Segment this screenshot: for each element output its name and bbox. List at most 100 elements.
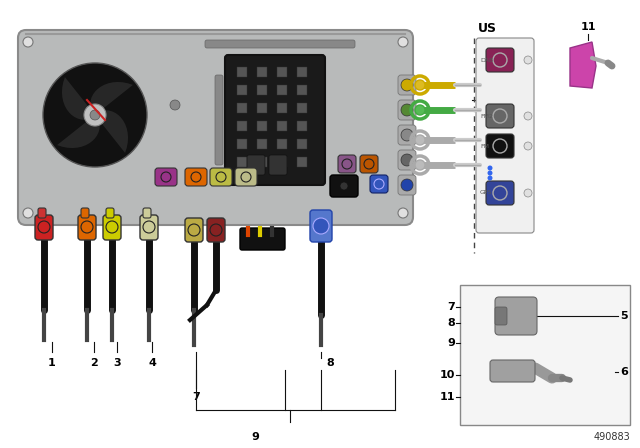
- FancyBboxPatch shape: [486, 134, 514, 158]
- Text: US: US: [478, 22, 497, 35]
- Bar: [257, 85, 267, 95]
- Polygon shape: [90, 82, 133, 115]
- Text: DAB: DAB: [480, 57, 493, 63]
- FancyBboxPatch shape: [370, 175, 388, 193]
- FancyBboxPatch shape: [486, 104, 514, 128]
- Bar: [277, 67, 287, 77]
- FancyBboxPatch shape: [310, 210, 332, 242]
- Polygon shape: [62, 77, 95, 120]
- Bar: [257, 139, 267, 149]
- Polygon shape: [570, 42, 596, 88]
- FancyBboxPatch shape: [215, 75, 223, 165]
- FancyBboxPatch shape: [330, 175, 358, 197]
- Text: 11: 11: [440, 392, 455, 402]
- Bar: [277, 121, 287, 131]
- Text: 6: 6: [620, 367, 628, 377]
- Circle shape: [524, 189, 532, 197]
- Circle shape: [43, 63, 147, 167]
- Bar: [297, 67, 307, 77]
- Circle shape: [488, 176, 493, 181]
- FancyBboxPatch shape: [185, 168, 207, 186]
- FancyBboxPatch shape: [185, 218, 203, 242]
- FancyBboxPatch shape: [486, 181, 514, 205]
- Circle shape: [398, 208, 408, 218]
- Circle shape: [488, 171, 493, 176]
- Circle shape: [415, 135, 425, 145]
- FancyBboxPatch shape: [398, 75, 416, 95]
- Text: 2: 2: [90, 358, 98, 368]
- Circle shape: [90, 110, 100, 120]
- FancyBboxPatch shape: [155, 168, 177, 186]
- FancyBboxPatch shape: [225, 55, 325, 185]
- Text: GPS: GPS: [480, 190, 492, 195]
- FancyBboxPatch shape: [486, 48, 514, 72]
- Text: 9: 9: [251, 432, 259, 442]
- FancyBboxPatch shape: [143, 208, 151, 218]
- Circle shape: [488, 165, 493, 171]
- Text: FM: FM: [480, 143, 489, 148]
- FancyBboxPatch shape: [240, 228, 285, 250]
- Bar: [460, 285, 630, 425]
- Text: 5: 5: [620, 311, 628, 321]
- Bar: [237, 121, 247, 131]
- Text: 3: 3: [113, 358, 121, 368]
- Text: 7: 7: [192, 392, 200, 402]
- Text: 11: 11: [580, 22, 596, 32]
- Bar: [297, 121, 307, 131]
- Circle shape: [84, 104, 106, 126]
- Bar: [297, 85, 307, 95]
- Text: 490883: 490883: [593, 432, 630, 442]
- Bar: [257, 121, 267, 131]
- Bar: [277, 85, 287, 95]
- Circle shape: [170, 100, 180, 110]
- Bar: [257, 103, 267, 113]
- Text: 7: 7: [447, 302, 455, 312]
- FancyBboxPatch shape: [247, 155, 265, 175]
- Circle shape: [401, 154, 413, 166]
- FancyBboxPatch shape: [360, 155, 378, 173]
- Bar: [297, 103, 307, 113]
- FancyBboxPatch shape: [103, 215, 121, 240]
- Text: 1: 1: [48, 358, 56, 368]
- Bar: [277, 157, 287, 167]
- Circle shape: [524, 112, 532, 120]
- Text: 8: 8: [447, 318, 455, 328]
- Polygon shape: [57, 115, 100, 148]
- FancyBboxPatch shape: [207, 218, 225, 242]
- Bar: [277, 103, 287, 113]
- Bar: [237, 103, 247, 113]
- FancyBboxPatch shape: [18, 30, 413, 225]
- Bar: [257, 67, 267, 77]
- Text: 9: 9: [447, 338, 455, 348]
- Text: 10: 10: [440, 370, 455, 380]
- Circle shape: [401, 104, 413, 116]
- Bar: [237, 85, 247, 95]
- Circle shape: [401, 129, 413, 141]
- Text: 10: 10: [483, 95, 499, 105]
- FancyBboxPatch shape: [81, 208, 89, 218]
- Text: 8: 8: [326, 358, 334, 368]
- Bar: [257, 157, 267, 167]
- FancyBboxPatch shape: [35, 215, 53, 240]
- FancyBboxPatch shape: [140, 215, 158, 240]
- Polygon shape: [95, 110, 128, 153]
- Bar: [237, 67, 247, 77]
- Circle shape: [398, 37, 408, 47]
- FancyBboxPatch shape: [495, 297, 537, 335]
- Circle shape: [524, 142, 532, 150]
- FancyBboxPatch shape: [205, 40, 355, 48]
- FancyBboxPatch shape: [398, 175, 416, 195]
- Circle shape: [415, 160, 425, 170]
- FancyBboxPatch shape: [490, 360, 535, 382]
- Circle shape: [23, 208, 33, 218]
- Circle shape: [340, 182, 348, 190]
- Circle shape: [401, 179, 413, 191]
- FancyBboxPatch shape: [476, 38, 534, 233]
- FancyBboxPatch shape: [106, 208, 114, 218]
- FancyBboxPatch shape: [38, 208, 46, 218]
- FancyBboxPatch shape: [495, 307, 507, 325]
- FancyBboxPatch shape: [210, 168, 232, 186]
- Circle shape: [524, 56, 532, 64]
- FancyBboxPatch shape: [398, 125, 416, 145]
- FancyBboxPatch shape: [398, 100, 416, 120]
